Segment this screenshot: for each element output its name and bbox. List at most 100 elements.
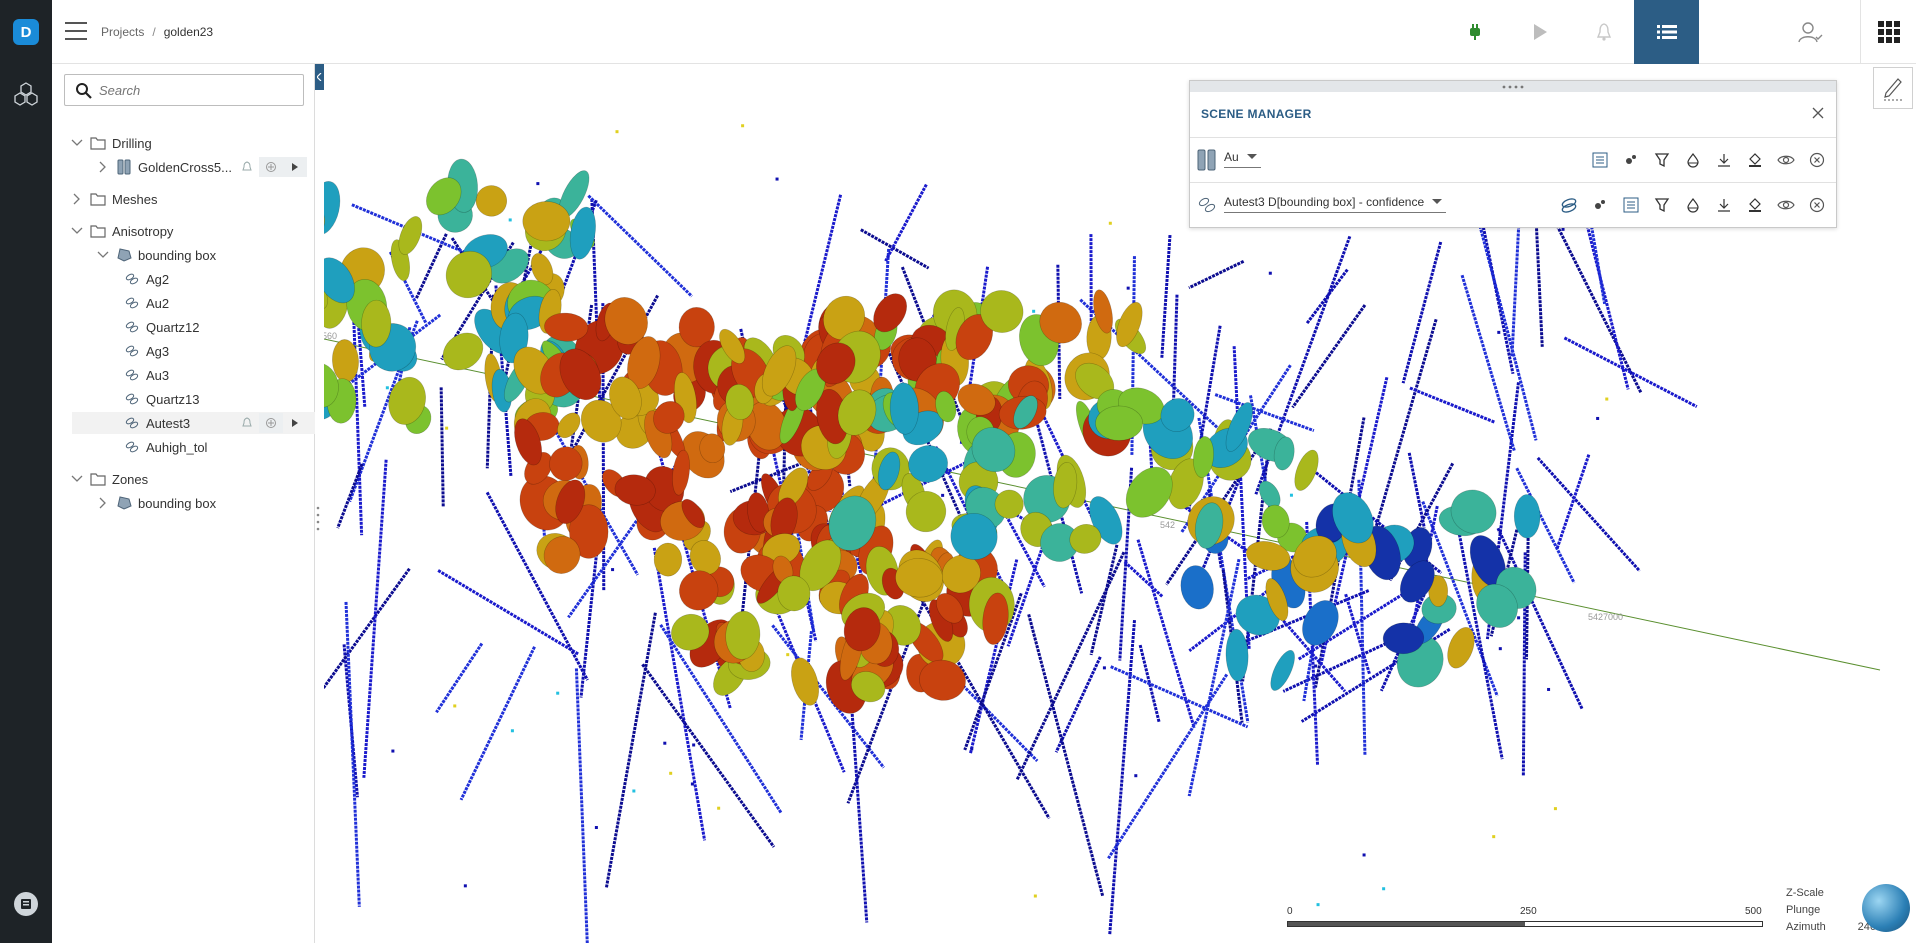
chevron-down-icon[interactable] [70, 136, 84, 150]
drillhole-icon [1197, 149, 1216, 171]
chevron-down-icon[interactable] [70, 472, 84, 486]
list-icon[interactable] [1634, 0, 1699, 64]
help-icon[interactable] [14, 892, 38, 916]
breadcrumb-current: golden23 [163, 25, 214, 39]
tree-label: Ag3 [146, 343, 170, 359]
folder-icon [90, 191, 106, 207]
tree-folder-drilling[interactable]: Drilling [70, 132, 152, 154]
tree-item-anisotropy[interactable]: Autest3 [72, 412, 315, 434]
anisotropy-icon [124, 295, 140, 311]
bounding-box-icon [116, 495, 132, 511]
tree-item-anisotropy[interactable]: Quartz12 [124, 316, 199, 338]
search-box [64, 74, 304, 106]
tree-label: bounding box [138, 247, 217, 263]
legend-icon[interactable] [1615, 193, 1646, 217]
anisotropy-icon [124, 415, 140, 431]
bell-icon[interactable] [235, 157, 259, 177]
anisotropy-icon [124, 439, 140, 455]
tree-label: Au3 [146, 367, 170, 383]
tree-item-anisotropy[interactable]: Au3 [124, 364, 169, 386]
opacity-icon[interactable] [1677, 148, 1708, 172]
grid-label: 542 [1160, 520, 1176, 530]
project-sidebar: Drilling GoldenCross5... Meshes Anisotro… [52, 64, 315, 943]
folder-icon [90, 135, 106, 151]
tree-item-anisotropy[interactable]: Ag3 [124, 340, 169, 362]
points-icon[interactable] [1584, 193, 1615, 217]
chevron-right-icon[interactable] [70, 192, 84, 206]
close-icon[interactable] [1810, 105, 1826, 121]
folder-icon [90, 471, 106, 487]
drag-handle-icon[interactable] [1190, 81, 1836, 92]
legend-icon[interactable] [1584, 148, 1615, 172]
caret-right-icon[interactable] [283, 413, 307, 433]
target-icon[interactable] [259, 413, 283, 433]
attribute-select[interactable]: Autest3 D[bounding box] - confidence [1224, 195, 1447, 213]
attribute-select[interactable]: Au [1224, 150, 1261, 168]
bell-icon[interactable] [235, 413, 259, 433]
search-input[interactable] [99, 82, 289, 98]
tree-folder-meshes[interactable]: Meshes [70, 188, 158, 210]
download-icon[interactable] [1708, 148, 1739, 172]
tree-item-anisotropy[interactable]: Quartz13 [124, 388, 199, 410]
filter-icon[interactable] [1646, 148, 1677, 172]
attribute-select-value: Au [1224, 150, 1239, 164]
user-icon[interactable] [1796, 18, 1824, 46]
camera-label: Plunge [1786, 904, 1821, 916]
eye-icon[interactable] [1770, 148, 1801, 172]
paint-bucket-icon[interactable] [1739, 148, 1770, 172]
bell-icon[interactable] [1590, 18, 1618, 46]
tree-folder-anisotropy[interactable]: Anisotropy [70, 220, 173, 242]
scene-manager-title: SCENE MANAGER [1201, 107, 1312, 121]
eye-icon[interactable] [1770, 193, 1801, 217]
remove-icon[interactable] [1801, 148, 1832, 172]
caret-right-icon[interactable] [283, 157, 307, 177]
scale-label: 500 [1745, 906, 1762, 917]
tree-group-zones-bounding-box[interactable]: bounding box [96, 492, 216, 514]
anisotropy-ellipses [324, 158, 1541, 714]
tree-label: Autest3 [146, 415, 191, 431]
tree-group-bounding-box[interactable]: bounding box [96, 244, 216, 266]
tree-label: Meshes [112, 191, 158, 207]
tree-label: Ag2 [146, 271, 170, 287]
tree-item-goldencross[interactable]: GoldenCross5... [96, 156, 315, 178]
target-icon[interactable] [259, 157, 283, 177]
collapse-sidebar-button[interactable] [315, 64, 324, 90]
tree-item-anisotropy[interactable]: Auhigh_tol [124, 436, 207, 458]
tree-label: Drilling [112, 135, 152, 151]
scale-label: 250 [1520, 906, 1537, 917]
points-icon[interactable] [1615, 148, 1646, 172]
orientation-globe-icon[interactable] [1862, 884, 1910, 932]
resize-handle-icon[interactable] [316, 505, 320, 535]
app-logo[interactable]: D [13, 19, 39, 45]
pencil-icon[interactable] [1873, 67, 1913, 109]
download-icon[interactable] [1708, 193, 1739, 217]
camera-label: Azimuth [1786, 921, 1826, 933]
chevron-right-icon[interactable] [96, 160, 110, 174]
remove-icon[interactable] [1801, 193, 1832, 217]
tree-item-anisotropy[interactable]: Ag2 [124, 268, 169, 290]
paint-bucket-icon[interactable] [1739, 193, 1770, 217]
scene-canvas[interactable] [324, 64, 1916, 943]
tree-folder-zones[interactable]: Zones [70, 468, 148, 490]
tree-label: Auhigh_tol [146, 439, 208, 455]
ellipsoid-icon[interactable] [1553, 193, 1584, 217]
tree-item-anisotropy[interactable]: Au2 [124, 292, 169, 314]
apps-grid-icon[interactable] [1860, 0, 1916, 64]
cubes-icon[interactable] [12, 80, 40, 108]
anisotropy-icon [1198, 197, 1216, 213]
tree-label: Zones [112, 471, 149, 487]
menu-icon[interactable] [65, 22, 87, 40]
chevron-down-icon[interactable] [96, 248, 110, 262]
drillhole-icon [116, 159, 132, 175]
breadcrumb-projects[interactable]: Projects [101, 25, 145, 39]
attribute-select-value: Autest3 D[bounding box] - confidence [1224, 195, 1425, 209]
tree-label: Quartz12 [146, 319, 200, 335]
chevron-right-icon[interactable] [96, 496, 110, 510]
opacity-icon[interactable] [1677, 193, 1708, 217]
play-icon[interactable] [1526, 18, 1554, 46]
filter-icon[interactable] [1646, 193, 1677, 217]
grid-label: 560 [324, 331, 338, 341]
anisotropy-icon [124, 343, 140, 359]
plug-icon[interactable] [1461, 18, 1489, 46]
chevron-down-icon[interactable] [70, 224, 84, 238]
